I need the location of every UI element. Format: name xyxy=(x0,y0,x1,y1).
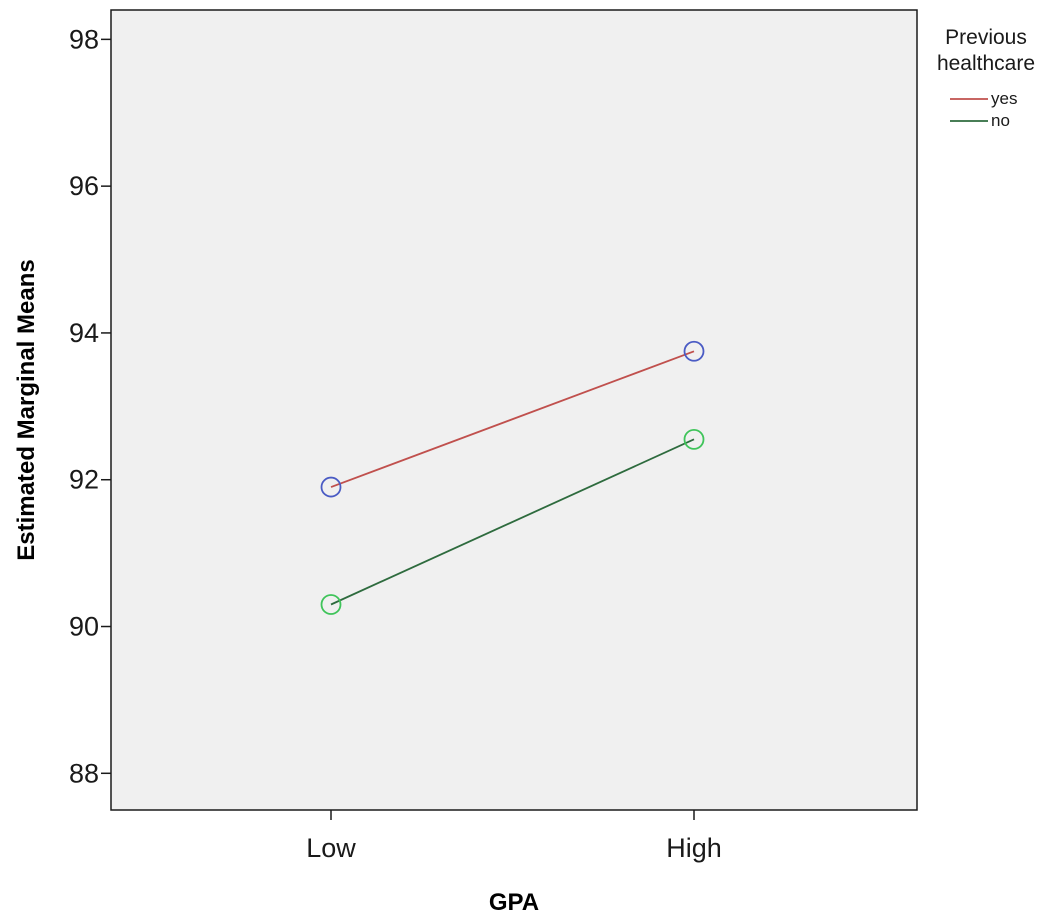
x-tick-label-low: Low xyxy=(306,833,356,863)
y-axis-title: Estimated Marginal Means xyxy=(13,259,40,560)
y-tick-label-88: 88 xyxy=(69,758,99,788)
legend-label-yes: yes xyxy=(991,89,1017,108)
y-tick-label-98: 98 xyxy=(69,24,99,54)
y-axis: 88 90 92 94 96 98 xyxy=(69,24,111,788)
x-axis: Low High xyxy=(306,810,722,863)
point-no-high xyxy=(683,428,705,450)
y-tick-label-94: 94 xyxy=(69,318,99,348)
legend-label-no: no xyxy=(991,111,1010,130)
legend: Previous healthcare yes no xyxy=(937,26,1035,130)
y-tick-label-92: 92 xyxy=(69,465,99,495)
y-tick-label-96: 96 xyxy=(69,171,99,201)
legend-title-line-2: healthcare xyxy=(937,52,1035,75)
point-yes-low xyxy=(320,476,342,498)
plot-area xyxy=(110,9,918,811)
series-layer xyxy=(320,340,705,615)
y-tick-label-90: 90 xyxy=(69,612,99,642)
point-yes-high xyxy=(683,340,705,362)
x-axis-title: GPA xyxy=(489,889,539,916)
legend-title-line-1: Previous xyxy=(945,26,1027,49)
series-line-no xyxy=(330,438,695,606)
x-tick-label-high: High xyxy=(666,833,722,863)
point-no-low xyxy=(320,594,342,615)
series-line-yes xyxy=(330,350,695,488)
